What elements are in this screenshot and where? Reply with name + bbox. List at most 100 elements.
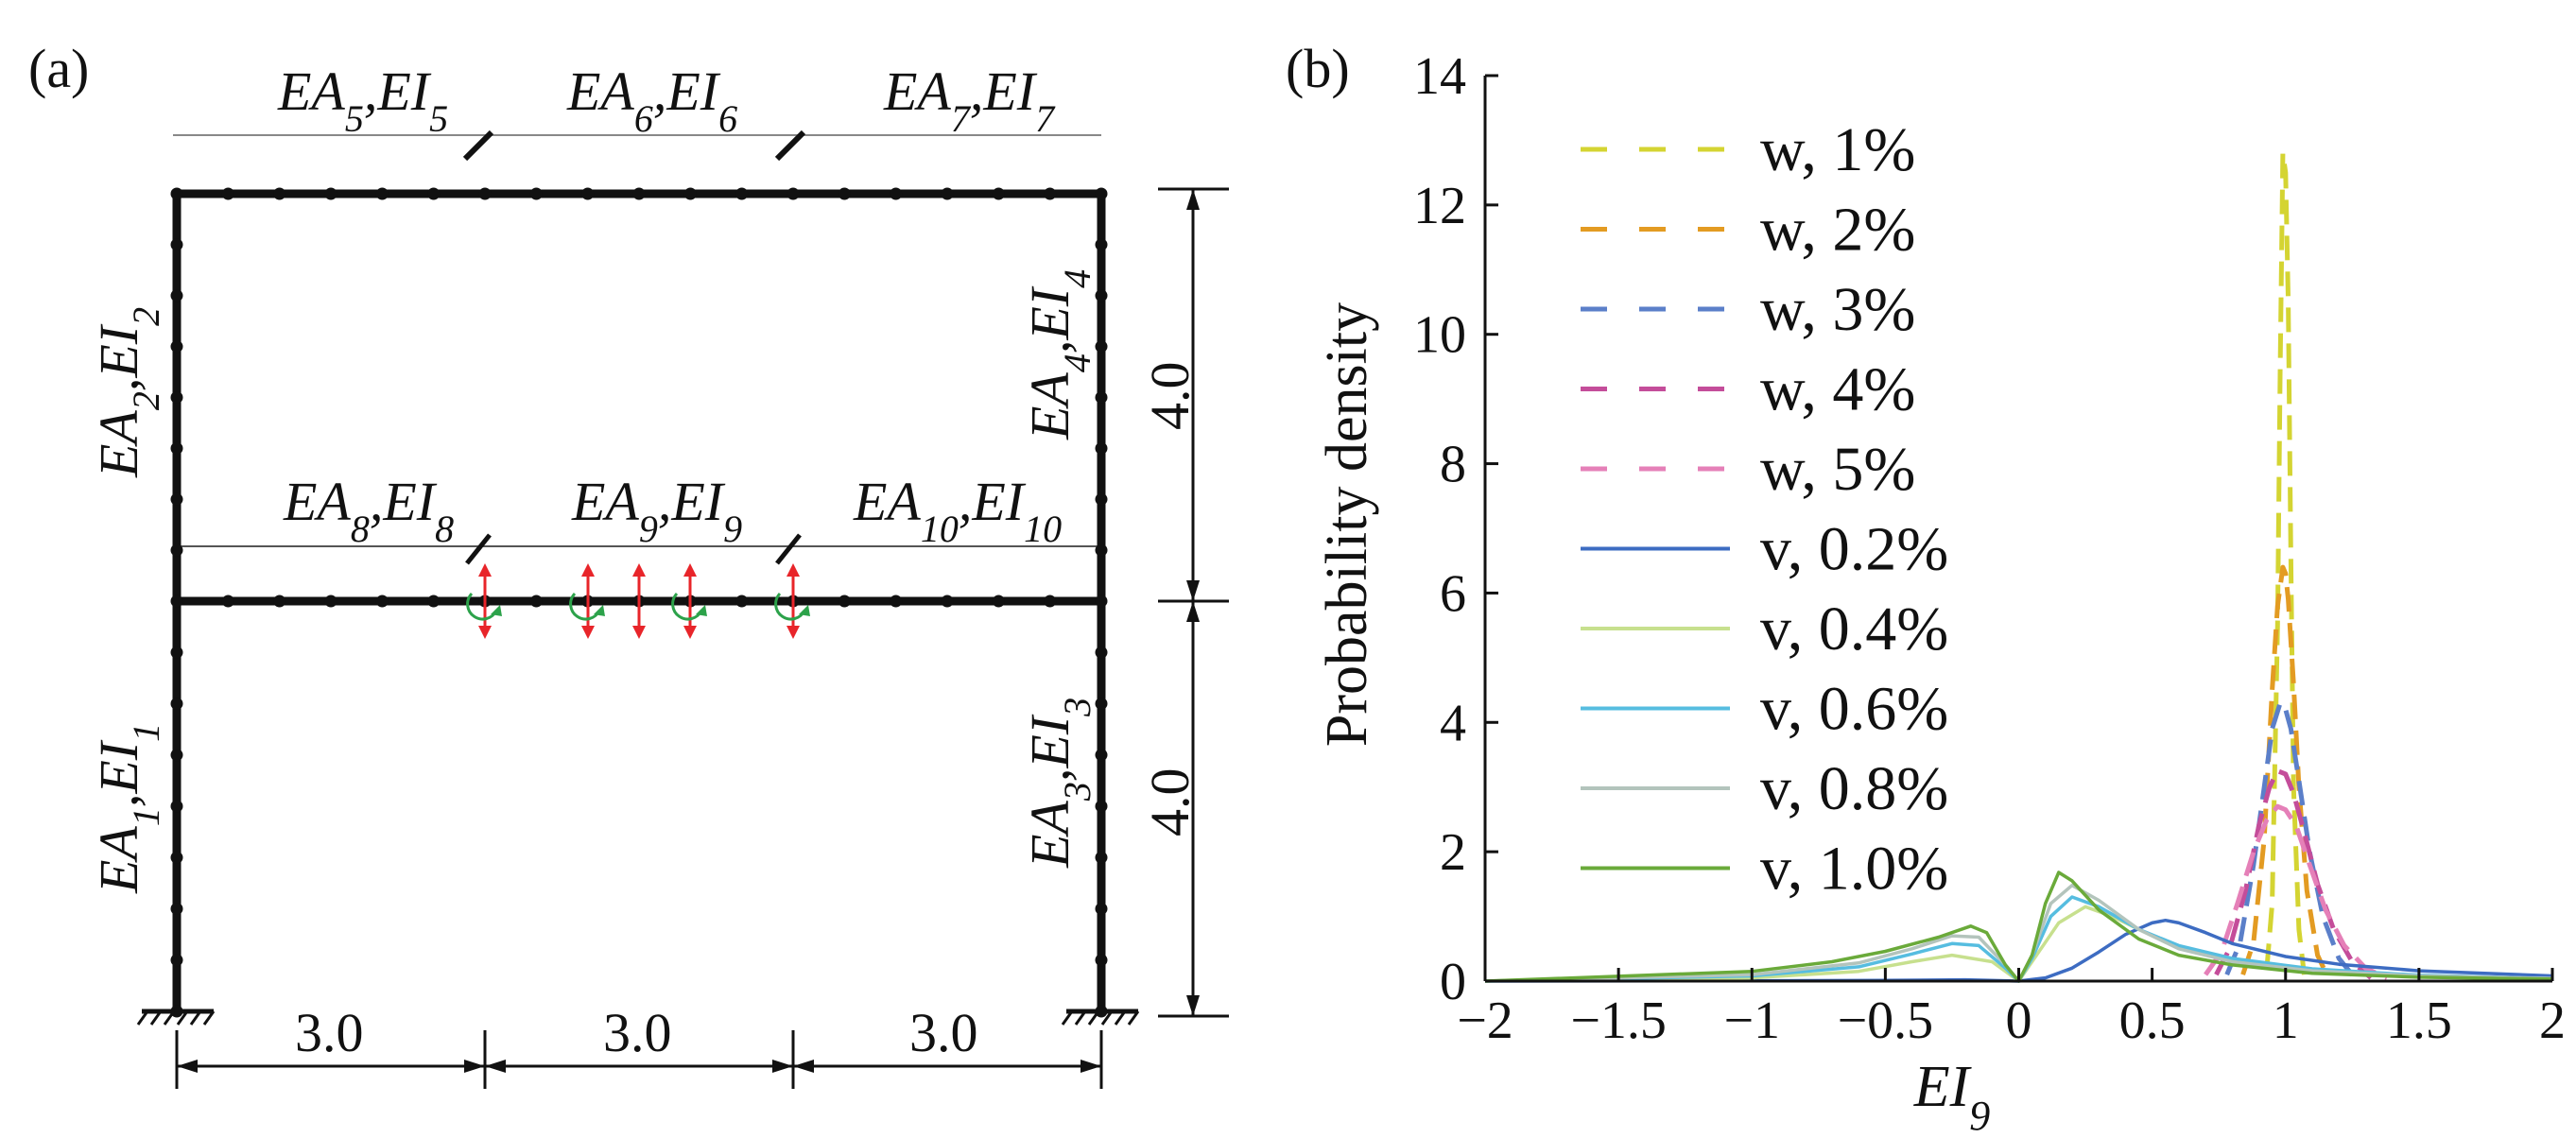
legend-item-5: v, 0.2% — [1581, 515, 1948, 584]
frame-node-55 — [1095, 698, 1108, 710]
y-tick-label-2: 4 — [1440, 694, 1466, 752]
frame-node-12 — [787, 187, 800, 200]
x-tick-label-8: 2 — [2539, 991, 2566, 1050]
frame-node-18 — [1095, 187, 1108, 200]
floor-member-separator-1 — [465, 533, 492, 565]
frame-node-50 — [170, 543, 183, 557]
frame-node-8 — [581, 187, 595, 200]
frame-node-54 — [170, 698, 183, 710]
frame-node-42 — [170, 340, 183, 353]
frame-node-39 — [1095, 238, 1108, 251]
frame-node-45 — [1095, 391, 1108, 404]
member-label-5: EA5,EI5 — [277, 60, 448, 140]
x-tick-label-3: −0.5 — [1838, 991, 1934, 1050]
frame-node-63 — [1095, 903, 1108, 915]
frame-node-0 — [170, 187, 183, 200]
frame-node-19 — [170, 595, 183, 608]
frame-node-11 — [735, 187, 749, 200]
frame-node-6 — [478, 187, 492, 200]
y-tick-label-0: 0 — [1440, 953, 1466, 1011]
member-label-4: EA4,EI4 — [1019, 269, 1098, 440]
frame-nodes — [170, 187, 1108, 1018]
frame-node-44 — [170, 391, 183, 404]
y-tick-label-4: 8 — [1440, 436, 1466, 494]
frame-node-2 — [273, 187, 286, 200]
frame-node-7 — [529, 187, 543, 200]
panel-b-tag: (b) — [1286, 38, 1350, 99]
left-fixed-support — [136, 1009, 216, 1026]
frame-node-57 — [1095, 749, 1108, 762]
x-axis-title: EI9 — [1913, 1055, 1991, 1138]
y-tick-label-1: 2 — [1440, 823, 1466, 882]
frame-node-49 — [1095, 492, 1108, 506]
member-label-10: EA10,EI10 — [853, 471, 1062, 550]
legend-item-9: v, 1.0% — [1581, 835, 1948, 904]
frame-node-14 — [890, 187, 903, 200]
series-line-8 — [1484, 883, 2553, 983]
panel-a: (a) — [28, 38, 1229, 1089]
frame-node-36 — [1044, 595, 1057, 608]
member-label-7: EA7,EI7 — [883, 60, 1056, 140]
panel-a-tag: (a) — [28, 38, 89, 99]
frame-node-3 — [324, 187, 337, 200]
frame-node-51 — [1095, 543, 1108, 557]
legend-item-1: w, 2% — [1581, 196, 1915, 265]
frame-node-48 — [170, 492, 183, 506]
legend-label-5: v, 0.2% — [1760, 515, 1948, 584]
legend-item-4: w, 5% — [1581, 435, 1915, 504]
y-axis-title: Probability density — [1315, 302, 1379, 747]
dim-story-upper: 4.0 — [1139, 362, 1201, 431]
frame-node-64 — [170, 954, 183, 967]
member-label-1: EA1,EI1 — [88, 723, 167, 894]
roof-member-separator-1 — [462, 129, 494, 162]
frame-node-24 — [427, 595, 441, 608]
sensor-5 — [774, 563, 810, 639]
frame-node-4 — [375, 187, 389, 200]
legend-label-0: w, 1% — [1760, 115, 1915, 184]
x-tick-label-6: 1 — [2273, 991, 2299, 1050]
right-fixed-support — [1061, 1009, 1140, 1026]
frame-node-1 — [221, 187, 234, 200]
frame-node-22 — [324, 595, 337, 608]
frame-node-15 — [941, 187, 954, 200]
member-label-3: EA3,EI3 — [1019, 698, 1098, 869]
dim-span-3: 3.0 — [909, 1002, 978, 1063]
sensor-markers — [466, 563, 810, 639]
legend-label-3: w, 4% — [1760, 355, 1915, 424]
legend-label-8: v, 0.8% — [1760, 754, 1948, 823]
vertical-dimension — [1158, 187, 1229, 1018]
frame-node-61 — [1095, 851, 1108, 864]
frame-node-35 — [992, 595, 1005, 608]
frame-node-32 — [838, 595, 851, 608]
legend-label-7: v, 0.6% — [1760, 675, 1948, 744]
frame-node-37 — [1095, 595, 1108, 608]
frame-node-5 — [427, 187, 441, 200]
frame-node-52 — [170, 646, 183, 659]
legend: w, 1% w, 2% w, 3% w, 4% w, 5% v, 0.2% v, 0.4% v… — [1581, 115, 1948, 904]
sensor-2 — [569, 563, 605, 639]
legend-item-6: v, 0.4% — [1581, 595, 1948, 664]
series-line-1 — [2240, 564, 2331, 979]
legend-item-8: v, 0.8% — [1581, 754, 1948, 823]
legend-item-0: w, 1% — [1581, 115, 1915, 184]
floor-member-separator-2 — [775, 533, 802, 565]
frame-node-9 — [632, 187, 646, 200]
series-line-2 — [2224, 700, 2358, 980]
frame-node-60 — [170, 851, 183, 864]
frame-node-34 — [941, 595, 954, 608]
x-tick-label-2: −1 — [1723, 991, 1780, 1050]
frame-node-30 — [735, 595, 749, 608]
member-label-2: EA2,EI2 — [88, 307, 167, 478]
member-label-6: EA6,EI6 — [566, 60, 737, 140]
frame-node-33 — [890, 595, 903, 608]
legend-label-2: w, 3% — [1760, 275, 1915, 344]
legend-label-4: w, 5% — [1760, 435, 1915, 504]
x-tick-label-1: −1.5 — [1570, 991, 1667, 1050]
legend-label-1: w, 2% — [1760, 196, 1915, 265]
frame-node-26 — [529, 595, 543, 608]
x-tick-label-4: 0 — [2006, 991, 2032, 1050]
frame-node-65 — [1095, 954, 1108, 967]
frame-node-17 — [1044, 187, 1057, 200]
roof-member-separator-2 — [774, 129, 806, 162]
